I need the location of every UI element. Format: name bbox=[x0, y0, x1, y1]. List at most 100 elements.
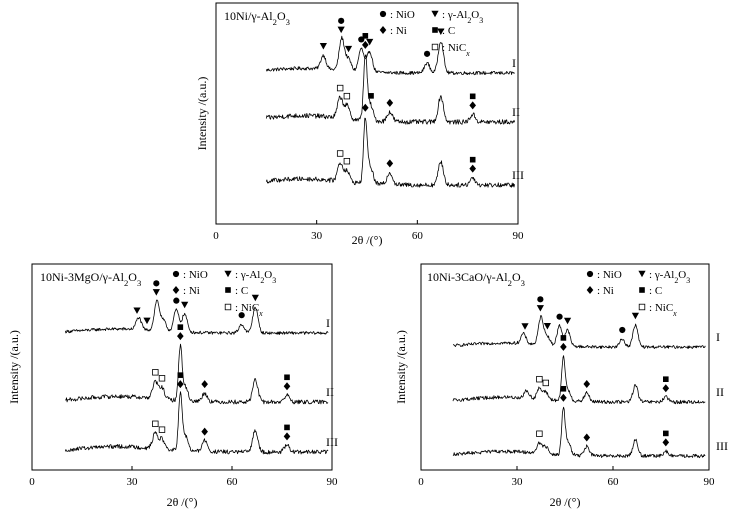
peak-marker-c bbox=[663, 430, 669, 437]
x-tick-label: 30 bbox=[127, 476, 139, 488]
legend-nio-icon bbox=[172, 270, 180, 278]
peak-marker-nicx bbox=[536, 375, 543, 383]
peak-marker-nicx bbox=[158, 426, 166, 433]
pattern-label: II bbox=[512, 105, 520, 119]
x-tick-label: 90 bbox=[513, 230, 525, 242]
plot-frame bbox=[31, 263, 333, 471]
peak-marker-ni bbox=[362, 40, 369, 49]
peak-marker-c bbox=[177, 324, 184, 330]
legend: : NiO: γ-Al2O3: Ni: C: NiCx bbox=[586, 269, 690, 318]
peak-marker-al2o3 bbox=[319, 42, 327, 50]
plot-frame bbox=[420, 263, 710, 471]
peak-marker-al2o3 bbox=[251, 294, 259, 302]
pattern-label: II bbox=[716, 385, 724, 399]
legend-c-icon bbox=[225, 287, 231, 293]
chart-title: 10Ni/γ-Al2O3 bbox=[224, 9, 290, 27]
peak-marker-al2o3 bbox=[631, 312, 639, 320]
legend-al2o3-icon bbox=[224, 270, 232, 278]
legend-al2o3-label: : γ-Al2O3 bbox=[235, 269, 276, 285]
peak-marker-nicx bbox=[336, 84, 344, 92]
peak-marker-ni bbox=[662, 438, 670, 447]
legend-nicx-label: : NiCx bbox=[649, 302, 677, 318]
legend-nicx-icon bbox=[431, 43, 439, 51]
peak-marker-nicx bbox=[152, 369, 159, 376]
peak-marker-ni bbox=[283, 432, 291, 441]
legend-nio-label: : NiO bbox=[390, 9, 415, 21]
x-tick-label: 0 bbox=[213, 230, 219, 242]
legend-c-icon bbox=[639, 287, 645, 293]
legend: : NiO: γ-Al2O3: Ni: C: NiCx bbox=[172, 269, 276, 318]
peak-marker-c bbox=[560, 335, 567, 341]
peak-marker-al2o3 bbox=[133, 307, 141, 314]
peak-marker-ni bbox=[386, 159, 394, 168]
panel-10ni-3mgo-al2o3: 0 30 60 90 2θ /(°) Intensity /(a.u.) 10Ni-3MgO… bbox=[7, 263, 338, 509]
legend-al2o3-icon bbox=[431, 10, 439, 18]
peak-marker-c bbox=[469, 93, 476, 100]
peak-marker-nicx bbox=[158, 375, 166, 382]
peak-marker-c bbox=[663, 376, 669, 382]
peak-marker-ni bbox=[362, 103, 369, 112]
legend-nio-label: : NiO bbox=[183, 269, 208, 281]
chart-title: 10Ni-3CaO/γ-Al2O3 bbox=[427, 270, 525, 288]
peak-marker-al2o3 bbox=[543, 322, 551, 330]
pattern-label: I bbox=[326, 316, 330, 330]
peak-marker-ni bbox=[560, 342, 567, 351]
legend-nio-icon bbox=[586, 270, 594, 278]
peak-marker-al2o3 bbox=[521, 323, 529, 330]
pattern-i-line bbox=[452, 315, 706, 349]
peak-marker-c bbox=[560, 385, 567, 392]
y-axis-label: Intensity /(a.u.) bbox=[195, 77, 209, 151]
peak-marker-c bbox=[177, 372, 184, 378]
peak-marker-al2o3 bbox=[437, 28, 445, 36]
x-tick-label: 30 bbox=[512, 476, 524, 488]
peak-marker-ni bbox=[469, 101, 476, 110]
peak-marker-nio bbox=[423, 50, 431, 57]
peak-marker-c bbox=[362, 33, 369, 39]
panel-10ni-al2o3: 0 30 60 90 2θ /(°) Intensity /(a.u.) 10Ni/γ-Al… bbox=[195, 2, 525, 247]
y-axis-label: Intensity /(a.u.) bbox=[7, 330, 21, 404]
peak-marker-ni bbox=[583, 380, 591, 389]
pattern-label: III bbox=[512, 168, 524, 182]
peak-marker-c bbox=[284, 424, 290, 431]
pattern-ii-line bbox=[65, 343, 329, 405]
peak-marker-nicx bbox=[343, 92, 351, 100]
peak-marker-nio bbox=[338, 17, 345, 24]
legend-ni-label: : Ni bbox=[183, 285, 200, 297]
x-tick-label: 90 bbox=[704, 476, 716, 488]
peak-marker-al2o3 bbox=[181, 301, 189, 309]
peak-marker-al2o3 bbox=[152, 289, 160, 296]
peak-marker-al2o3 bbox=[366, 38, 374, 46]
peak-marker-nio bbox=[537, 296, 544, 303]
peak-marker-nicx bbox=[343, 157, 351, 165]
peak-marker-nio bbox=[619, 326, 626, 334]
pattern-label: III bbox=[716, 439, 728, 453]
legend-nio-icon bbox=[379, 10, 387, 18]
pattern-i-line bbox=[64, 299, 329, 335]
legend-nicx-label: : NiCx bbox=[235, 302, 263, 318]
legend-nio-label: : NiO bbox=[597, 269, 622, 281]
peak-marker-c bbox=[368, 93, 374, 99]
peak-marker-ni bbox=[662, 384, 670, 393]
peak-marker-ni bbox=[386, 98, 394, 107]
legend-c-icon bbox=[432, 27, 438, 33]
peak-marker-ni bbox=[283, 382, 291, 391]
pattern-label: I bbox=[716, 330, 720, 344]
peak-marker-nio bbox=[556, 313, 563, 320]
peak-marker-ni bbox=[177, 380, 184, 389]
plot-frame bbox=[215, 2, 519, 225]
peak-marker-nio bbox=[238, 312, 245, 319]
x-axis-label: 2θ /(°) bbox=[352, 233, 383, 247]
peak-marker-nio bbox=[153, 280, 160, 287]
peak-marker-al2o3 bbox=[536, 305, 544, 312]
legend-nicx-icon bbox=[638, 303, 646, 311]
peak-marker-ni bbox=[583, 433, 591, 442]
peak-marker-nicx bbox=[536, 430, 543, 437]
panel-10ni-3cao-al2o3: 0 30 60 90 2θ /(°) Intensity /(a.u.) 10Ni-3CaO… bbox=[394, 263, 728, 509]
x-tick-label: 30 bbox=[311, 230, 323, 242]
y-axis-label: Intensity /(a.u.) bbox=[394, 330, 408, 404]
peak-marker-ni bbox=[560, 393, 567, 402]
peak-marker-ni bbox=[201, 427, 208, 436]
x-axis-label: 2θ /(°) bbox=[550, 495, 581, 509]
x-tick-label: 60 bbox=[227, 476, 239, 488]
